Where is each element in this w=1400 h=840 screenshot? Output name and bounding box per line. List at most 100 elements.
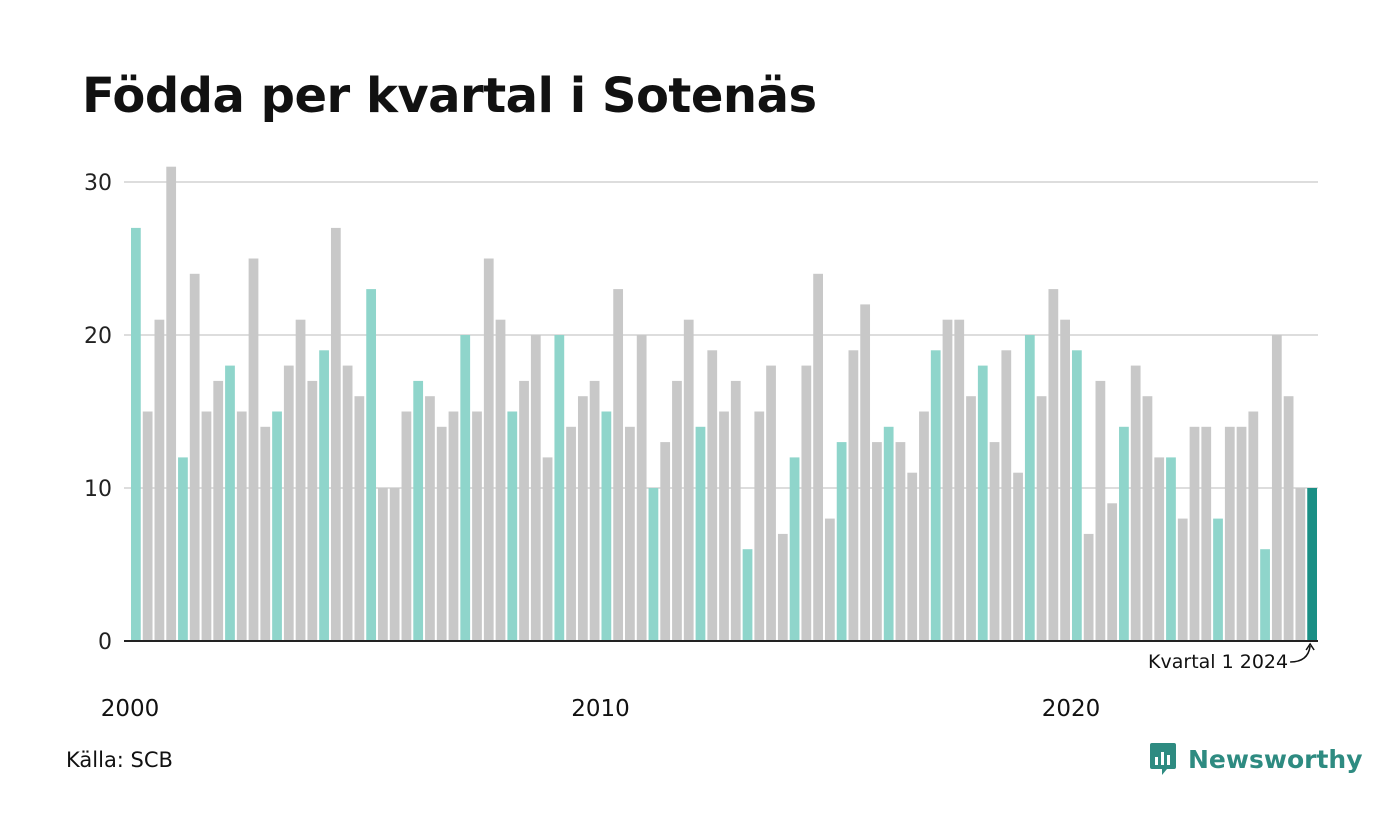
bar — [989, 442, 1000, 641]
bar — [954, 319, 965, 641]
bar — [154, 319, 165, 641]
bar — [1189, 426, 1200, 641]
bar — [1142, 396, 1153, 641]
bar — [683, 319, 694, 641]
bar — [895, 442, 906, 641]
bar — [1024, 335, 1035, 641]
bar — [695, 426, 706, 641]
bar — [342, 365, 353, 641]
bar — [307, 380, 318, 641]
source-label: Källa: SCB — [66, 748, 173, 772]
bar — [766, 365, 776, 641]
bar — [601, 411, 612, 641]
bar — [813, 273, 823, 641]
bar — [613, 289, 624, 641]
bar — [648, 488, 659, 641]
annotation-arrowhead — [1305, 642, 1315, 651]
bar — [919, 411, 929, 641]
bar — [801, 365, 812, 641]
x-tick-label: 2000 — [101, 696, 160, 722]
brand: Newsworthy — [1148, 742, 1363, 776]
bar — [1271, 335, 1282, 641]
bar — [707, 350, 718, 641]
bar — [589, 380, 600, 641]
bar — [1154, 457, 1165, 641]
annotation-label: Kvartal 1 2024 — [1148, 651, 1288, 673]
bar — [401, 411, 412, 641]
newsworthy-logo-icon — [1150, 743, 1176, 775]
bar — [1201, 426, 1212, 641]
bar — [1248, 411, 1259, 641]
bar — [754, 411, 765, 641]
bar — [566, 426, 576, 641]
bar — [883, 426, 894, 641]
bar — [1260, 549, 1270, 641]
bar — [930, 350, 941, 641]
bar — [260, 426, 271, 641]
x-tick-label: 2010 — [571, 696, 630, 722]
bar — [625, 426, 635, 641]
bar — [577, 396, 588, 641]
bar — [777, 533, 788, 641]
bar — [636, 335, 647, 641]
bar — [872, 442, 882, 641]
bar — [178, 457, 188, 641]
bar — [1236, 426, 1247, 641]
bar — [542, 457, 553, 641]
bar — [660, 442, 671, 641]
bar — [1130, 365, 1141, 641]
bar — [1048, 289, 1059, 641]
bar — [1307, 488, 1317, 641]
bar — [1119, 426, 1129, 641]
bar — [142, 411, 153, 641]
bar — [730, 380, 741, 641]
bar — [189, 273, 200, 641]
bar — [378, 488, 388, 641]
bar — [319, 350, 329, 641]
bar — [530, 335, 541, 641]
bar — [719, 411, 729, 641]
bar — [554, 335, 565, 641]
bar — [225, 365, 235, 641]
x-tick-label: 2020 — [1042, 696, 1101, 722]
bar — [272, 411, 282, 641]
y-tick-label: 20 — [84, 324, 112, 349]
bars — [124, 166, 1318, 642]
bar — [295, 319, 306, 641]
bar — [460, 335, 471, 641]
bar — [436, 426, 447, 641]
bar — [672, 380, 682, 641]
bar — [248, 258, 259, 641]
bar — [1295, 488, 1306, 641]
bar — [1001, 350, 1012, 641]
bar — [824, 518, 835, 641]
bar — [1013, 472, 1023, 641]
bar — [742, 549, 753, 641]
bar — [519, 380, 529, 641]
bar — [166, 166, 177, 641]
bar — [1071, 350, 1082, 641]
bar — [1095, 380, 1106, 641]
bar — [942, 319, 953, 641]
bar — [1177, 518, 1188, 641]
bar — [413, 380, 424, 641]
bar — [1083, 533, 1094, 641]
annotation-arrow — [1290, 645, 1311, 663]
bar — [330, 227, 341, 641]
bar — [848, 350, 859, 641]
bar — [789, 457, 800, 641]
bar — [389, 488, 400, 641]
bar — [1107, 503, 1118, 641]
bar — [472, 411, 482, 641]
bar — [860, 304, 871, 641]
bar — [366, 289, 377, 641]
bar — [1224, 426, 1235, 641]
chart-title: Födda per kvartal i Sotenäs — [82, 68, 817, 124]
bar — [354, 396, 365, 641]
y-tick-label: 30 — [84, 171, 112, 196]
bar — [966, 396, 976, 641]
bar — [495, 319, 506, 641]
bar — [977, 365, 988, 641]
bar — [1036, 396, 1047, 641]
bar — [836, 442, 847, 641]
